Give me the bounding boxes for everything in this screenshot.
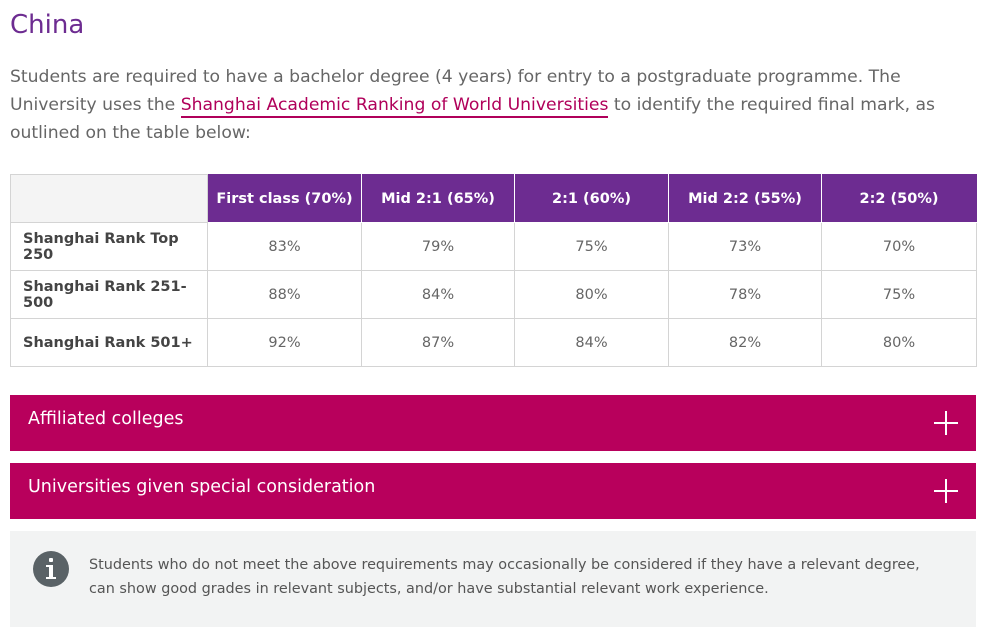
table-cell: 75% (821, 270, 977, 319)
column-header: Mid 2:1 (65%) (361, 174, 515, 223)
column-header: 2:1 (60%) (514, 174, 669, 223)
plus-icon[interactable] (934, 411, 958, 435)
info-icon (33, 551, 69, 587)
row-header: Shanghai Rank 251-500 (10, 270, 208, 319)
column-header: 2:2 (50%) (821, 174, 977, 223)
info-note: Students who do not meet the above requi… (10, 531, 976, 627)
table-cell: 79% (361, 222, 515, 271)
column-header: First class (70%) (207, 174, 362, 223)
info-note-text: Students who do not meet the above requi… (89, 557, 920, 597)
table-header-row: First class (70%) Mid 2:1 (65%) 2:1 (60%… (10, 174, 977, 223)
accordion-label: Universities given special consideration (28, 477, 376, 497)
table-cell: 82% (668, 318, 822, 367)
table-row: Shanghai Rank 501+ 92% 87% 84% 82% 80% (10, 318, 977, 367)
accordion-affiliated-colleges[interactable]: Affiliated colleges (10, 395, 976, 451)
table-cell: 78% (668, 270, 822, 319)
table-cell: 92% (207, 318, 362, 367)
table-cell: 80% (514, 270, 669, 319)
table-cell: 88% (207, 270, 362, 319)
table-cell: 70% (821, 222, 977, 271)
row-header: Shanghai Rank Top 250 (10, 222, 208, 271)
table-row: Shanghai Rank Top 250 83% 79% 75% 73% 70… (10, 222, 977, 271)
table-row: Shanghai Rank 251-500 88% 84% 80% 78% 75… (10, 270, 977, 319)
table-cell: 84% (361, 270, 515, 319)
table-cell: 87% (361, 318, 515, 367)
plus-icon[interactable] (934, 479, 958, 503)
table-corner-cell (10, 174, 208, 223)
intro-text-before: Students are required to have a bachelor… (10, 67, 901, 115)
table-cell: 73% (668, 222, 822, 271)
intro-text-after: to identify the required final mark, as … (10, 95, 936, 143)
shanghai-ranking-link[interactable]: Shanghai Academic Ranking of World Unive… (180, 95, 609, 118)
column-header: Mid 2:2 (55%) (668, 174, 822, 223)
row-header: Shanghai Rank 501+ (10, 318, 208, 367)
table-cell: 80% (821, 318, 977, 367)
grade-requirements-table: First class (70%) Mid 2:1 (65%) 2:1 (60%… (10, 174, 977, 367)
intro-paragraph: Students are required to have a bachelor… (10, 63, 976, 147)
accordion-special-consideration[interactable]: Universities given special consideration (10, 463, 976, 519)
table-cell: 83% (207, 222, 362, 271)
table-cell: 84% (514, 318, 669, 367)
accordion-label: Affiliated colleges (28, 409, 184, 429)
page-title: China (10, 10, 85, 40)
table-cell: 75% (514, 222, 669, 271)
